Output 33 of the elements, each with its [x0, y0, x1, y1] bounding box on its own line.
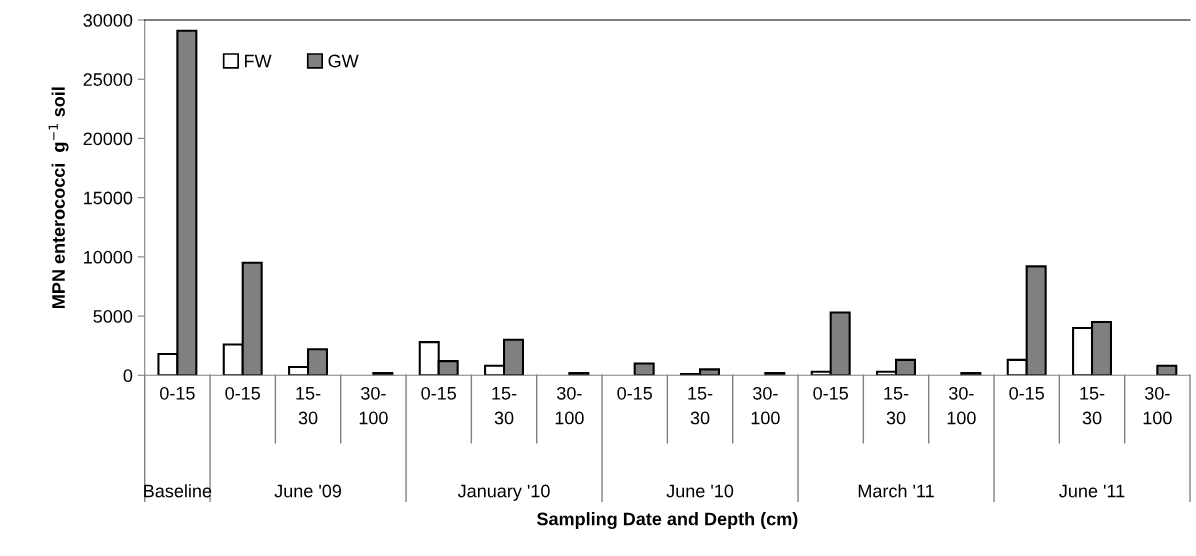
y-tick-label: 20000	[83, 132, 133, 146]
y-tick-label: 15000	[84, 191, 133, 205]
x-tick-label: 30-100	[751, 386, 780, 425]
y-tick-label: 0	[123, 369, 133, 383]
legend-label: FW	[245, 54, 272, 68]
x-tick-label: 0-15	[160, 386, 195, 400]
text: June '09	[274, 484, 342, 498]
x-tick-label: 15-30	[884, 387, 909, 425]
x-tick-label: 15-30	[688, 387, 713, 425]
x-tick-label: 0-15	[225, 386, 261, 400]
x-tick-label: 30-100	[359, 386, 388, 425]
text: March '11	[858, 484, 934, 498]
x-tick-label: 15-30	[1080, 387, 1105, 425]
x-tick-label: 0-15	[813, 386, 849, 400]
x-tick-label: 0-15	[1009, 386, 1044, 400]
text: June '10	[666, 484, 734, 498]
y-tick-label: 25000	[83, 73, 133, 86]
text: June '11	[1059, 484, 1125, 498]
text: January '10	[457, 484, 550, 501]
x-tick-label: 0-15	[617, 386, 653, 400]
x-tick-label: 30-100	[947, 386, 976, 425]
x-tick-label: 0-15	[421, 386, 457, 400]
x-tick-label: 30-100	[555, 386, 584, 425]
y-tick-label: 5000	[93, 310, 133, 323]
y-tick-label: 10000	[84, 250, 133, 264]
text: Baseline	[144, 484, 212, 498]
y-axis-title: MPN enterococci g$^{−1}$ soil	[48, 87, 69, 308]
x-tick-label: 15-30	[492, 387, 517, 425]
y-tick-label: 30000	[83, 13, 133, 27]
x-axis-title: Sampling Date and Depth (cm)	[536, 512, 798, 529]
legend-label: GW	[328, 54, 359, 68]
x-tick-label: 15-30	[296, 387, 321, 425]
x-tick-label: 30-100	[1143, 386, 1172, 425]
